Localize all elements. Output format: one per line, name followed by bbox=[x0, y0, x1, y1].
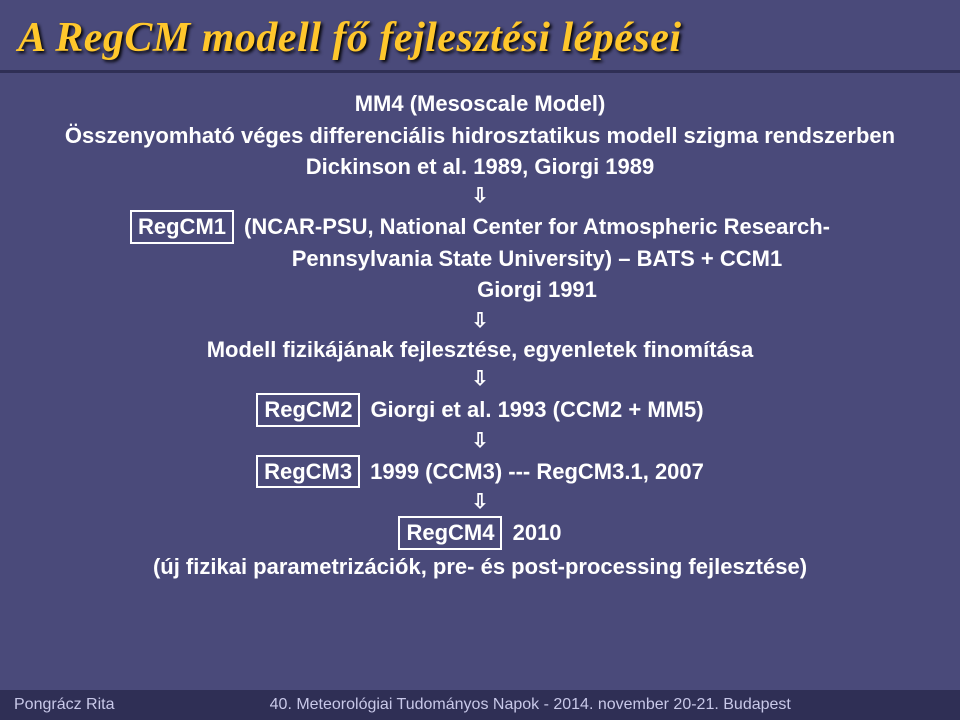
step3-block: RegCM2 Giorgi et al. 1993 (CCM2 + MM5) bbox=[0, 393, 960, 427]
step5-text: 2010 bbox=[513, 520, 562, 545]
step1-l3: Giorgi 1991 bbox=[244, 275, 830, 305]
slide-title: A RegCM modell fő fejlesztési lépései bbox=[0, 0, 960, 62]
step5-block: RegCM4 2010 (új fizikai parametrizációk,… bbox=[0, 516, 960, 581]
down-arrow-icon: ⇩ bbox=[0, 311, 960, 331]
regcm1-box: RegCM1 bbox=[130, 210, 234, 244]
step2-text: Modell fizikájának fejlesztése, egyenlet… bbox=[0, 335, 960, 365]
down-arrow-icon: ⇩ bbox=[0, 186, 960, 206]
intro-block: MM4 (Mesoscale Model) Összenyomható vége… bbox=[0, 89, 960, 182]
down-arrow-icon: ⇩ bbox=[0, 369, 960, 389]
regcm2-box: RegCM2 bbox=[256, 393, 360, 427]
down-arrow-icon: ⇩ bbox=[0, 431, 960, 451]
step4-block: RegCM3 1999 (CCM3) --- RegCM3.1, 2007 bbox=[0, 455, 960, 489]
step4-text: 1999 (CCM3) --- RegCM3.1, 2007 bbox=[370, 457, 704, 487]
regcm3-box: RegCM3 bbox=[256, 455, 360, 489]
footer-bar: Pongrácz Rita 40. Meteorológiai Tudomány… bbox=[0, 690, 960, 720]
footer-conference: 40. Meteorológiai Tudományos Napok - 201… bbox=[115, 696, 947, 714]
step1-l2: Pennsylvania State University) – BATS + … bbox=[244, 244, 830, 274]
down-arrow-icon: ⇩ bbox=[0, 492, 960, 512]
footer-author: Pongrácz Rita bbox=[14, 696, 115, 714]
step3-text: Giorgi et al. 1993 (CCM2 + MM5) bbox=[370, 395, 703, 425]
step1-block: RegCM1 (NCAR-PSU, National Center for At… bbox=[0, 210, 960, 307]
regcm4-box: RegCM4 bbox=[398, 516, 502, 550]
step5-sub: (új fizikai parametrizációk, pre- és pos… bbox=[0, 552, 960, 582]
step1-l1: (NCAR-PSU, National Center for Atmospher… bbox=[244, 212, 830, 242]
intro-l2: Összenyomható véges differenciális hidro… bbox=[0, 121, 960, 151]
intro-l3: Dickinson et al. 1989, Giorgi 1989 bbox=[0, 152, 960, 182]
slide-body: MM4 (Mesoscale Model) Összenyomható vége… bbox=[0, 89, 960, 582]
intro-l1: MM4 (Mesoscale Model) bbox=[0, 89, 960, 119]
title-rule bbox=[0, 70, 960, 73]
